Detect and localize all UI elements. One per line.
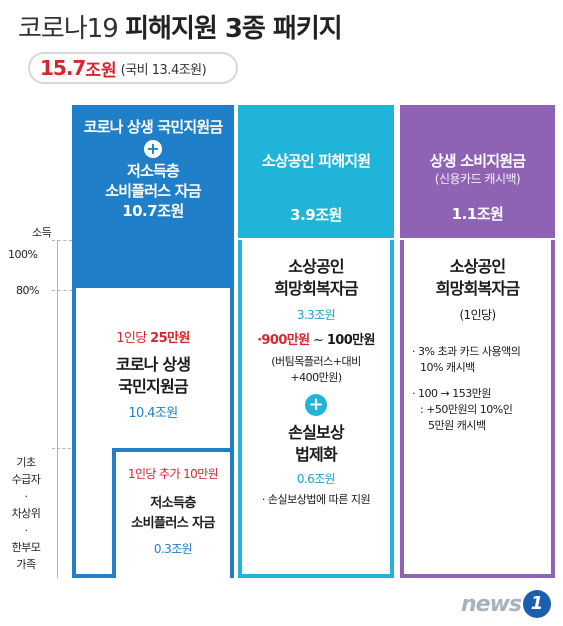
col2-range: ·900만원 ~ 100만원	[257, 333, 376, 348]
title-main: 피해지원 3종 패키지	[125, 14, 343, 44]
col1-header: 코로나 상생 국민지원금 + 저소득층 소비플러스 자금 10.7조원	[72, 105, 234, 238]
page-title: 코로나19 피해지원 3종 패키지	[18, 8, 343, 45]
col3-content: 소상공인 희망회복자금 (1인당)	[404, 256, 551, 324]
col1-head-line2: 저소득층	[126, 162, 180, 180]
col1-inner-name2: 소비플러스 자금	[131, 516, 215, 531]
axis-bottom-label: 기초 수급자 · 차상위 · 한부모 가족	[4, 454, 48, 573]
axis-tick-top	[52, 240, 72, 241]
news1-logo: news 1	[461, 590, 551, 618]
axis-bottom-5: ·	[24, 524, 29, 537]
col3-b2c: 5만원 캐시백	[428, 419, 486, 432]
col2-range-sep: ~	[309, 333, 327, 348]
col3-name1: 소상공인	[449, 257, 506, 276]
col1-name2: 국민지원금	[118, 377, 188, 396]
title-prefix: 코로나19	[18, 14, 126, 44]
col3-per: (1인당)	[459, 308, 496, 322]
axis-income-label: 소득	[32, 226, 52, 239]
col1-name1: 코로나 상생	[115, 355, 191, 374]
col1-inner-box	[112, 448, 234, 578]
axis-bottom-6: 한부모	[11, 541, 41, 554]
col2-content: 소상공인 희망회복자금 3.3조원 ·900만원 ~ 100만원 (버팀목플러스…	[242, 256, 390, 508]
col3-b1b: 10% 캐시백	[420, 361, 475, 374]
col3-header: 상생 소비지원금 (신용카드 캐시백) 1.1조원	[400, 105, 555, 238]
col1-per-label: 1인당	[116, 331, 151, 346]
col2-range-low: 900만원	[261, 333, 310, 348]
col2-name3: 손실보상	[288, 423, 344, 442]
col3-name2: 희망회복자금	[435, 279, 520, 298]
col1-inner-name1: 저소득층	[150, 496, 196, 511]
col3-body	[400, 240, 555, 578]
col1-head-line3: 소비플러스 자금	[105, 182, 201, 200]
col1-top-bar	[72, 238, 234, 288]
total-detail: (국비 13.4조원)	[120, 62, 207, 78]
col3-b1a: · 3% 초과 카드 사용액의	[412, 345, 521, 358]
col3-b2b: : +50만원의 10%인	[420, 403, 513, 416]
col3-head-amount: 1.1조원	[451, 205, 504, 223]
col1-head-amount: 10.7조원	[122, 202, 184, 220]
col1-head-line1: 코로나 상생 국민지원금	[83, 118, 224, 136]
col2-note1: (버팀목플러스+대비	[271, 355, 361, 368]
col1-content: 1인당 25만원 코로나 상생 국민지원금 10.4조원	[76, 330, 230, 424]
col2-note2: +400만원)	[290, 371, 342, 384]
axis-bottom-2: 수급자	[11, 473, 41, 486]
col2-amount2: 0.6조원	[296, 472, 336, 486]
col1-inner-amount: 0.3조원	[153, 542, 193, 556]
col2-head-title: 소상공인 피해지원	[261, 152, 371, 170]
total-unit: 조원	[85, 60, 117, 81]
col2-name4: 법제화	[295, 445, 338, 464]
axis-100: 100%	[8, 248, 38, 261]
col2-name2: 희망회복자금	[274, 279, 358, 298]
col2-bullet: · 손실보상법에 따른 지원	[261, 493, 371, 506]
axis-bottom-4: 차상위	[11, 507, 41, 520]
col1-per-person: 1인당 25만원	[76, 330, 230, 348]
plus-icon: +	[144, 140, 162, 158]
total-amount: 15.7	[40, 56, 86, 80]
axis-bottom-3: ·	[24, 490, 29, 503]
axis-bottom-7: 가족	[16, 558, 36, 571]
col1-inner-content: 1인당 추가 10만원 저소득층 소비플러스 자금 0.3조원	[116, 466, 230, 558]
col1-per-amount: 25만원	[150, 331, 190, 346]
axis-bottom-1: 기초	[16, 456, 36, 469]
col1-amount: 10.4조원	[128, 406, 178, 421]
logo-badge: 1	[523, 590, 551, 618]
col2-amount: 3.3조원	[296, 308, 336, 322]
col2-name1: 소상공인	[288, 257, 344, 276]
axis-80: 80%	[16, 284, 39, 297]
plus-icon: +	[305, 394, 327, 416]
axis-tick-80	[52, 290, 72, 291]
axis-line	[57, 240, 58, 578]
col2-head-amount: 3.9조원	[290, 206, 342, 224]
col1-inner-per: 1인당 추가 10만원	[127, 467, 219, 481]
col2-range-high: 100만원	[326, 333, 376, 348]
logo-word: news	[460, 591, 522, 617]
total-badge: 15.7 조원 (국비 13.4조원)	[28, 52, 238, 84]
col3-b2a: · 100 → 153만원	[412, 387, 491, 400]
col2-header: 소상공인 피해지원 3.9조원	[238, 105, 394, 238]
col3-bullets: · 3% 초과 카드 사용액의 10% 캐시백 · 100 → 153만원 : …	[412, 344, 552, 434]
col3-head-title: 상생 소비지원금	[429, 152, 526, 170]
col3-head-sub: (신용카드 캐시백)	[434, 172, 521, 186]
